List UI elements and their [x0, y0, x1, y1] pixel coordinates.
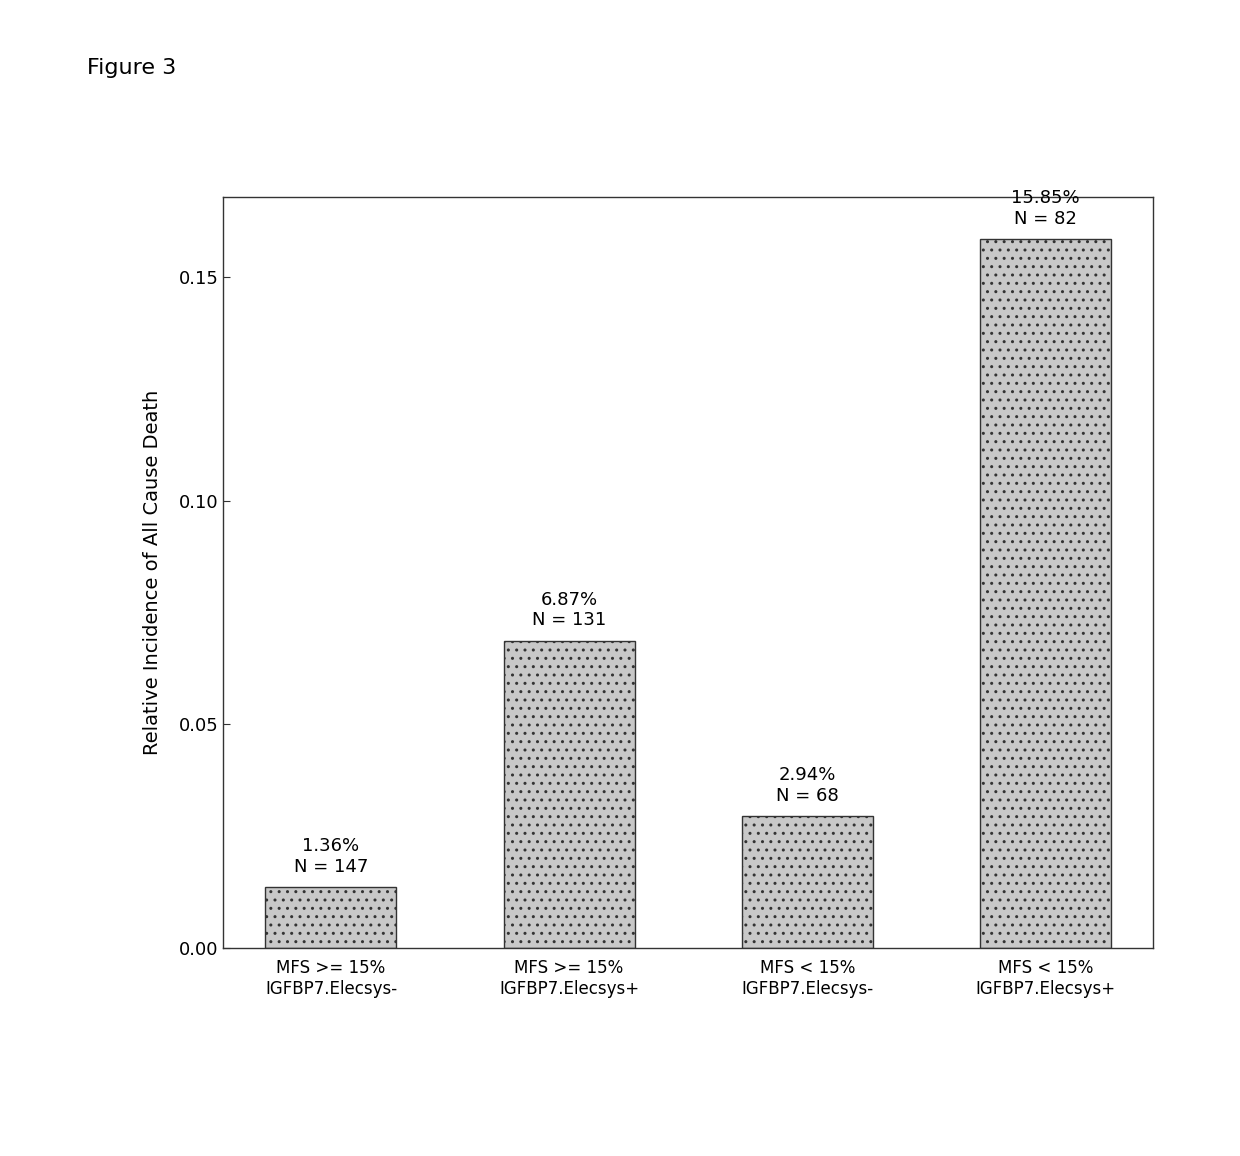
Bar: [980, 239, 1111, 948]
Y-axis label: Relative Incidence of All Cause Death: Relative Incidence of All Cause Death: [143, 390, 161, 755]
Text: 2.94%
N = 68: 2.94% N = 68: [776, 766, 838, 806]
Text: 1.36%
N = 147: 1.36% N = 147: [294, 837, 368, 876]
Bar: [503, 640, 635, 948]
Bar: [742, 816, 873, 948]
Text: Figure 3: Figure 3: [87, 58, 176, 77]
Bar: [265, 887, 397, 948]
Text: 6.87%
N = 131: 6.87% N = 131: [532, 591, 606, 630]
Text: 15.85%
N = 82: 15.85% N = 82: [1011, 190, 1080, 228]
